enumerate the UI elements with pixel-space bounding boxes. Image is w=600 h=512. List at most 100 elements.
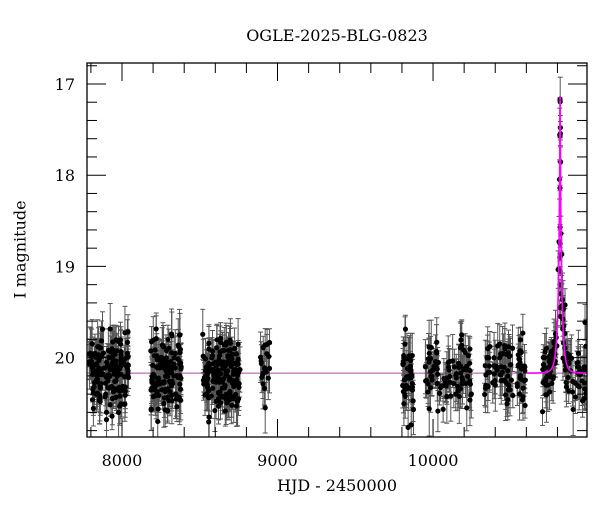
data-point — [121, 360, 127, 366]
data-point — [401, 353, 407, 359]
data-point — [107, 326, 113, 332]
data-point — [227, 347, 234, 353]
data-point — [482, 385, 489, 391]
data-point — [177, 381, 183, 387]
data-point — [151, 372, 157, 379]
data-point — [549, 380, 555, 387]
data-point — [201, 381, 207, 387]
data-point — [425, 356, 432, 362]
data-point — [106, 372, 112, 378]
data-point — [217, 400, 224, 406]
data-point — [456, 385, 462, 392]
data-point — [89, 351, 95, 357]
data-point — [434, 339, 440, 345]
data-point — [484, 354, 491, 360]
data-point — [575, 350, 581, 356]
data-point — [115, 409, 122, 416]
data-point — [505, 373, 511, 379]
data-point — [103, 409, 110, 415]
data-point — [224, 372, 230, 378]
data-point — [570, 406, 576, 413]
data-point — [459, 381, 465, 387]
data-point — [566, 352, 572, 358]
chart-title: OGLE-2025-BLG-0823 — [246, 26, 428, 45]
data-point — [200, 353, 206, 359]
data-point — [508, 377, 514, 383]
data-point — [467, 381, 473, 387]
data-point — [96, 370, 102, 376]
data-point — [223, 396, 229, 403]
data-point — [490, 380, 496, 386]
data-point — [522, 402, 528, 409]
data-point — [517, 337, 524, 343]
data-point — [459, 342, 465, 348]
data-point — [448, 393, 454, 399]
data-point — [212, 407, 218, 414]
data-point — [563, 379, 569, 386]
data-point — [234, 372, 241, 378]
data-point — [406, 353, 412, 359]
data-point — [539, 409, 546, 415]
data-point — [447, 373, 453, 380]
data-point — [443, 383, 449, 389]
data-point — [574, 364, 581, 370]
data-point — [210, 378, 216, 384]
data-point — [178, 366, 184, 372]
data-point — [203, 375, 210, 381]
data-point — [402, 393, 408, 399]
data-point — [221, 385, 228, 391]
data-point — [482, 363, 488, 369]
data-point — [122, 401, 128, 407]
data-point — [106, 385, 112, 391]
data-point — [111, 348, 117, 354]
data-point — [172, 350, 178, 357]
data-point — [166, 345, 172, 351]
data-point — [500, 350, 506, 357]
data-point — [105, 377, 111, 383]
data-point — [103, 391, 109, 397]
plot-frame — [86, 62, 588, 438]
data-point — [487, 369, 493, 375]
data-point — [157, 365, 163, 371]
data-point — [465, 353, 472, 359]
data-point — [261, 365, 268, 371]
data-point — [581, 367, 587, 373]
data-point — [97, 366, 103, 372]
data-point — [203, 365, 210, 372]
data-point — [447, 379, 453, 385]
data-point — [516, 391, 523, 397]
data-point — [166, 378, 173, 384]
data-point — [118, 401, 124, 407]
data-point — [265, 375, 271, 381]
data-point — [166, 370, 172, 376]
data-point — [227, 389, 233, 395]
data-point — [562, 367, 569, 373]
y-tick-label: 19 — [55, 257, 75, 276]
data-point — [110, 354, 116, 360]
data-point — [428, 344, 434, 351]
data-point — [91, 384, 97, 390]
data-point — [579, 398, 586, 404]
data-point — [204, 384, 211, 390]
data-point — [259, 374, 265, 380]
data-point — [505, 387, 511, 393]
data-point — [467, 346, 473, 352]
data-point — [563, 384, 570, 390]
data-point — [235, 356, 241, 362]
data-point — [504, 401, 510, 407]
data-point — [434, 380, 440, 387]
data-point — [453, 375, 459, 381]
data-point — [103, 417, 110, 423]
data-point — [491, 371, 497, 377]
data-point — [404, 374, 410, 380]
data-point — [206, 395, 212, 401]
data-point — [148, 348, 154, 354]
data-point — [435, 371, 441, 377]
data-point — [486, 363, 492, 369]
data-point — [261, 385, 268, 391]
data-point — [227, 337, 233, 343]
data-point — [217, 349, 223, 355]
data-point — [455, 360, 462, 366]
data-point — [178, 360, 184, 366]
